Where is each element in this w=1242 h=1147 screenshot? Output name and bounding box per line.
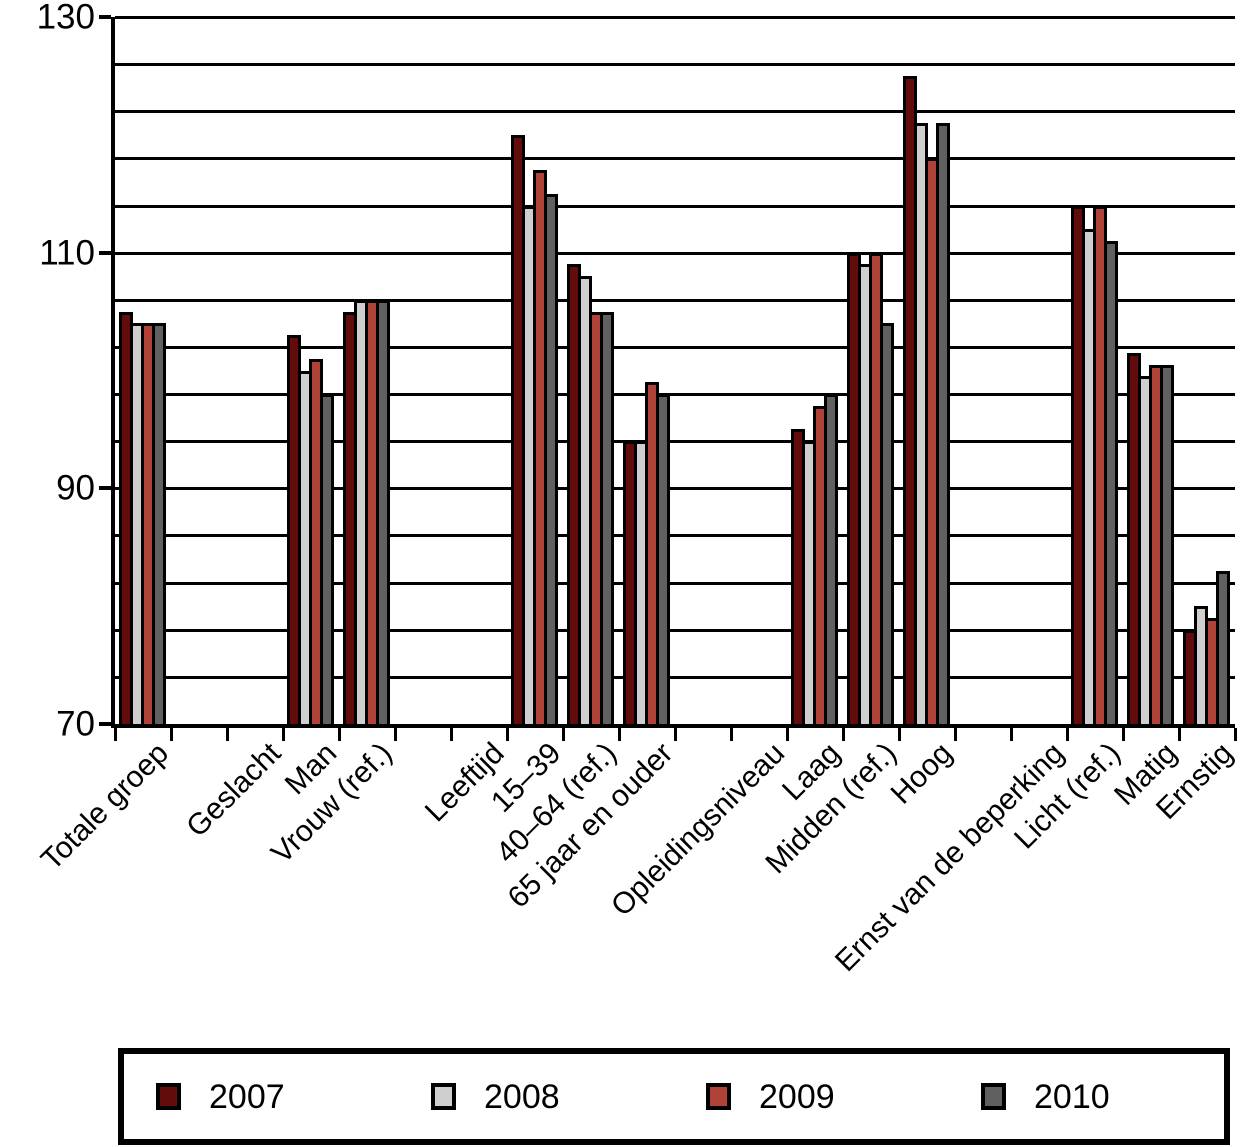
x-axis-group-header: Geslacht (179, 736, 287, 844)
gridline (115, 63, 1235, 67)
legend-label: 2009 (759, 1077, 835, 1116)
y-axis-tick (99, 722, 111, 726)
y-axis-tick (99, 486, 111, 491)
gridline (115, 487, 1235, 491)
bar-2010 (600, 311, 614, 724)
y-axis-tick (99, 15, 111, 19)
legend: 2007 2008 2009 2010 (118, 1048, 1230, 1145)
bar-2010 (152, 323, 166, 724)
gridline (115, 16, 1235, 19)
bar-2010 (320, 394, 334, 724)
gridline (115, 110, 1235, 114)
gridline (115, 393, 1235, 397)
bar-group (1183, 570, 1230, 724)
bar-2010 (1104, 240, 1118, 724)
y-axis-label: 90 (56, 468, 95, 508)
x-axis-tick (1233, 728, 1237, 741)
x-axis-tick (673, 728, 677, 741)
legend-entry: 2009 (674, 1080, 949, 1114)
y-axis-label: 130 (36, 0, 95, 37)
gridline (115, 675, 1235, 679)
bar-2010 (656, 394, 670, 724)
x-axis-label: Hoog (884, 736, 959, 811)
gridline (115, 345, 1235, 349)
legend-label: 2007 (209, 1077, 285, 1116)
bar-group (1127, 352, 1174, 724)
bar-group (791, 394, 838, 724)
x-axis-tick (169, 728, 173, 741)
y-axis-label: 70 (56, 704, 95, 744)
x-axis-tick (113, 728, 117, 741)
bar-group (1071, 205, 1118, 724)
bar-2010 (936, 123, 950, 724)
plot-area: 130 110 90 70 Totale groep Geslacht Man Vrouw (… (35, 0, 1239, 978)
legend-entry: 2010 (949, 1080, 1224, 1114)
x-axis-tick (1121, 728, 1125, 741)
bar-group (287, 335, 334, 724)
bar-2010 (824, 394, 838, 724)
x-axis-tick (897, 728, 901, 741)
legend-swatch-2010 (981, 1083, 1006, 1110)
gridline (115, 534, 1235, 538)
x-axis-tick (561, 728, 565, 741)
x-axis-tick (953, 728, 957, 741)
bar-group (567, 264, 614, 724)
bar-2010 (1216, 570, 1230, 724)
x-axis-label: Totale groep (34, 736, 175, 877)
x-axis-tick (729, 728, 733, 741)
bar-group (903, 75, 950, 724)
x-axis-tick (337, 728, 341, 741)
gridline (115, 251, 1235, 255)
gridline (115, 298, 1235, 302)
legend-label: 2008 (484, 1077, 560, 1116)
bar-group (511, 134, 558, 724)
legend-swatch-2008 (431, 1083, 456, 1110)
bar-group (623, 382, 670, 724)
legend-swatch-2009 (706, 1083, 731, 1110)
x-axis-tick (225, 728, 229, 741)
y-axis-tick (99, 250, 111, 255)
bar-2010 (1160, 364, 1174, 724)
bar-group (847, 252, 894, 724)
bar-2010 (544, 193, 558, 724)
gridline (115, 628, 1235, 632)
gridline (115, 440, 1235, 444)
bar-2010 (376, 299, 390, 724)
y-axis-label: 110 (39, 233, 95, 273)
x-axis-tick (449, 728, 453, 741)
x-axis-tick (841, 728, 845, 741)
bar-2010 (880, 323, 894, 724)
legend-label: 2010 (1034, 1077, 1110, 1116)
legend-entry: 2008 (399, 1080, 674, 1114)
x-axis-tick (1009, 728, 1013, 741)
x-axis-tick (505, 728, 509, 741)
bar-group (343, 299, 390, 724)
x-axis-tick (1065, 728, 1069, 741)
bar-group (119, 311, 166, 724)
x-axis-tick (393, 728, 397, 741)
gridline (115, 204, 1235, 208)
legend-entry: 2007 (124, 1080, 399, 1114)
x-axis-tick (617, 728, 621, 741)
gridline (115, 581, 1235, 585)
x-axis-tick (281, 728, 285, 741)
gridline (115, 157, 1235, 161)
legend-swatch-2007 (156, 1083, 181, 1110)
x-axis-tick (1177, 728, 1181, 741)
x-axis-tick (785, 728, 789, 741)
